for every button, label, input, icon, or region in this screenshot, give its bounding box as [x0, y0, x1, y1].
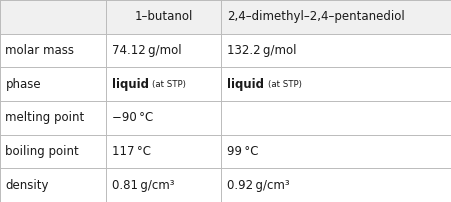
Bar — [106, 135, 221, 168]
Text: 74.12 g/mol: 74.12 g/mol — [111, 44, 181, 57]
Text: boiling point: boiling point — [5, 145, 79, 158]
Text: (at STP): (at STP) — [267, 80, 301, 89]
Text: molar mass: molar mass — [5, 44, 74, 57]
Text: phase: phase — [5, 78, 41, 91]
Bar — [106, 101, 221, 135]
Text: −90 °C: −90 °C — [111, 111, 152, 124]
Bar — [221, 34, 451, 67]
Text: melting point: melting point — [5, 111, 84, 124]
Bar — [221, 0, 451, 34]
Bar — [0, 0, 106, 34]
Bar — [221, 168, 451, 202]
Text: 0.81 g/cm³: 0.81 g/cm³ — [111, 179, 174, 192]
Text: 1–butanol: 1–butanol — [134, 10, 193, 23]
Bar — [106, 0, 221, 34]
Text: 0.92 g/cm³: 0.92 g/cm³ — [226, 179, 289, 192]
Bar — [0, 135, 106, 168]
Text: (at STP): (at STP) — [152, 80, 186, 89]
Bar — [221, 67, 451, 101]
Text: 117 °C: 117 °C — [111, 145, 150, 158]
Text: 2,4–dimethyl–2,4–pentanediol: 2,4–dimethyl–2,4–pentanediol — [226, 10, 404, 23]
Text: density: density — [5, 179, 49, 192]
Bar — [0, 67, 106, 101]
Bar — [0, 34, 106, 67]
Bar — [221, 135, 451, 168]
Bar — [0, 101, 106, 135]
Bar — [106, 168, 221, 202]
Text: 132.2 g/mol: 132.2 g/mol — [226, 44, 296, 57]
Bar — [0, 168, 106, 202]
Bar — [106, 34, 221, 67]
Bar — [221, 101, 451, 135]
Text: liquid: liquid — [111, 78, 148, 91]
Bar — [106, 67, 221, 101]
Text: liquid: liquid — [226, 78, 263, 91]
Text: 99 °C: 99 °C — [226, 145, 258, 158]
